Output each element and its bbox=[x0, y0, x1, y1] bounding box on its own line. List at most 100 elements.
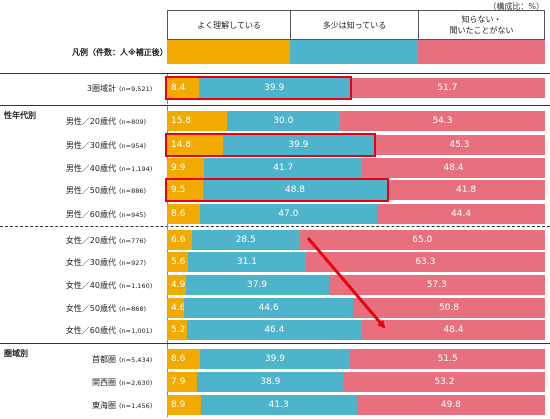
data-label: 31.1 bbox=[236, 257, 257, 267]
bar-segment-well-understand: 14.8 bbox=[167, 135, 223, 155]
data-label: 8.9 bbox=[171, 400, 186, 410]
data-label: 5.6 bbox=[171, 257, 186, 267]
data-label: 28.5 bbox=[235, 235, 256, 245]
data-label: 49.8 bbox=[440, 400, 461, 410]
unit-label: （構成比：%） bbox=[488, 2, 544, 11]
bar-segment-well-understand: 15.8 bbox=[167, 111, 227, 131]
data-label: 15.8 bbox=[171, 116, 192, 126]
bar-segment-somewhat-know: 47.0 bbox=[199, 204, 378, 224]
data-label: 14.8 bbox=[171, 140, 192, 150]
row-label: 女性／30歳代 bbox=[65, 258, 116, 267]
data-label: 44.6 bbox=[258, 303, 279, 313]
data-label: 41.8 bbox=[456, 185, 477, 195]
data-label: 7.9 bbox=[171, 377, 186, 387]
bar-segment-do-not-know: 49.8 bbox=[356, 395, 545, 415]
row-label: 東海圏 bbox=[92, 401, 116, 410]
data-label: 65.0 bbox=[412, 235, 433, 245]
row-label: 男性／60歳代 bbox=[65, 210, 116, 219]
bar-segment-do-not-know: 63.3 bbox=[305, 252, 545, 272]
data-label: 41.3 bbox=[268, 400, 289, 410]
data-label: 48.4 bbox=[443, 163, 464, 173]
data-label: 8.4 bbox=[171, 83, 186, 93]
separator-region bbox=[0, 343, 550, 344]
bar-segment-somewhat-know: 41.7 bbox=[204, 158, 363, 178]
separator-gender bbox=[0, 226, 550, 227]
bar-segment-well-understand: 7.9 bbox=[167, 372, 197, 392]
bar-segment-do-not-know: 44.4 bbox=[377, 204, 545, 224]
row-label: 男性／50歳代 bbox=[65, 186, 116, 195]
data-label: 57.3 bbox=[426, 280, 447, 290]
bar-segment-do-not-know: 48.4 bbox=[362, 158, 545, 178]
row-label: 女性／60歳代 bbox=[65, 326, 116, 335]
row-sample-size: (n=1,001) bbox=[119, 327, 153, 335]
data-label: 39.9 bbox=[288, 140, 309, 150]
row-sample-size: (n=1,456) bbox=[119, 402, 153, 410]
row-label: 関西圏 bbox=[92, 378, 116, 387]
row-label: 首都圏 bbox=[92, 355, 116, 364]
separator-total bbox=[0, 105, 550, 106]
data-label: 50.8 bbox=[438, 303, 459, 313]
row-sample-size: (n=945) bbox=[119, 211, 147, 219]
data-label: 39.9 bbox=[264, 354, 285, 364]
highlight-box bbox=[165, 76, 352, 100]
row-label: 女性／40歳代 bbox=[65, 281, 116, 290]
highlight-box bbox=[165, 133, 376, 157]
row-label: 3圏域計 bbox=[86, 84, 116, 93]
bar-segment-do-not-know: 50.8 bbox=[352, 298, 545, 318]
bar-segment-do-not-know: 45.3 bbox=[373, 135, 545, 155]
data-label: 8.6 bbox=[171, 354, 186, 364]
trend-arrow-line bbox=[306, 237, 386, 329]
data-label: 37.9 bbox=[247, 280, 268, 290]
group-label-region: 圏域別 bbox=[4, 349, 28, 358]
row-sample-size: (n=927) bbox=[119, 259, 147, 267]
bar-segment-do-not-know: 41.8 bbox=[387, 180, 545, 200]
data-label: 53.2 bbox=[434, 377, 455, 387]
bar-segment-well-understand: 8.4 bbox=[167, 78, 199, 98]
legend-label-well-understand: よく理解している bbox=[197, 20, 261, 30]
row-sample-size: (n=886) bbox=[119, 187, 147, 195]
data-label: 46.4 bbox=[264, 325, 285, 335]
data-label: 44.4 bbox=[451, 209, 472, 219]
bar-segment-somewhat-know: 28.5 bbox=[191, 230, 300, 250]
row-sample-size: (n=954) bbox=[119, 142, 147, 150]
bar-segment-somewhat-know: 44.6 bbox=[184, 298, 353, 318]
bar-segment-do-not-know: 57.3 bbox=[328, 275, 545, 295]
legend-swatch-well-understand bbox=[167, 40, 291, 64]
data-label: 39.9 bbox=[264, 83, 285, 93]
data-label: 48.8 bbox=[284, 185, 306, 195]
bar-segment-do-not-know: 65.0 bbox=[299, 230, 545, 250]
legend-box-well-understand: よく理解している bbox=[167, 10, 291, 40]
bar-segment-well-understand: 4.9 bbox=[167, 275, 186, 295]
data-label: 6.6 bbox=[171, 235, 186, 245]
separator-top bbox=[0, 73, 550, 74]
row-sample-size: (n=868) bbox=[119, 305, 147, 313]
bar-segment-well-understand: 8.6 bbox=[167, 349, 200, 369]
row-sample-size: (n=5,434) bbox=[119, 356, 153, 364]
bar-segment-somewhat-know: 39.9 bbox=[198, 78, 350, 98]
legend-box-do-not-know: 知らない・ 聞いたことがない bbox=[418, 10, 545, 40]
data-label: 47.0 bbox=[278, 209, 299, 219]
bar-segment-somewhat-know: 39.9 bbox=[199, 349, 351, 369]
data-label: 51.5 bbox=[437, 354, 458, 364]
legend-label-somewhat-know: 多少は知っている bbox=[322, 20, 387, 30]
bar-segment-do-not-know: 51.7 bbox=[349, 78, 545, 98]
row-label: 女性／20歳代 bbox=[65, 236, 116, 245]
bar-segment-somewhat-know: 48.8 bbox=[202, 180, 388, 200]
data-label: 63.3 bbox=[415, 257, 436, 267]
row-sample-size: (n=2,630) bbox=[119, 379, 153, 387]
data-label: 4.9 bbox=[171, 280, 186, 290]
bar-segment-somewhat-know: 37.9 bbox=[185, 275, 329, 295]
data-label: 30.0 bbox=[273, 116, 294, 126]
row-label: 男性／30歳代 bbox=[65, 141, 116, 150]
data-label: 48.4 bbox=[443, 325, 464, 335]
legend-swatch-somewhat-know bbox=[290, 40, 419, 64]
data-label: 5.2 bbox=[171, 325, 186, 335]
bar-segment-well-understand: 8.6 bbox=[167, 204, 200, 224]
data-label: 41.7 bbox=[273, 163, 294, 173]
bar-segment-well-understand: 9.5 bbox=[167, 180, 203, 200]
data-label: 8.6 bbox=[171, 209, 186, 219]
bar-segment-well-understand: 8.9 bbox=[167, 395, 201, 415]
group-label-gender-age: 性年代別 bbox=[4, 111, 36, 120]
data-label: 4.6 bbox=[171, 303, 186, 313]
